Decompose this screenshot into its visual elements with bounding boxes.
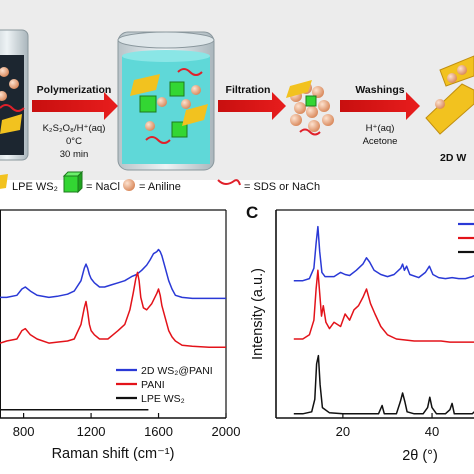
- filtered-product: [286, 80, 334, 136]
- scheme-background: [0, 0, 474, 180]
- xrd-series: [293, 225, 474, 415]
- xrd-series-line-1: [293, 269, 474, 343]
- synthesis-scheme: Polymerization K₂S₂O₈/H⁺(aq) 0°C 30 min: [0, 0, 474, 194]
- arrow-polymerization: Polymerization K₂S₂O₈/H⁺(aq) 0°C 30 min: [32, 84, 118, 160]
- raman-panel: 800 1200 1600 2000 Raman shift (cm⁻¹) 2D WS…: [0, 209, 241, 462]
- raman-legend-label-1: PANI: [141, 379, 165, 391]
- raman-x-tick-label-1: 1200: [77, 424, 106, 439]
- beaker-1: [0, 29, 29, 161]
- raman-legend-label-0: 2D WS₂@PANI: [141, 365, 213, 377]
- temperature-label: 0°C: [66, 136, 82, 147]
- panel-c-label: C: [246, 203, 258, 222]
- raman-series-line-0: [0, 248, 226, 300]
- polymerization-label: Polymerization: [37, 84, 112, 96]
- raman-series: [0, 248, 226, 411]
- surfactant-squiggle-icon: [217, 179, 241, 186]
- time-label: 30 min: [60, 149, 89, 160]
- xrd-legend: [458, 222, 474, 254]
- acetone-label: Acetone: [363, 136, 398, 147]
- raman-legend-label-2: LPE WS₂: [141, 393, 185, 405]
- xrd-y-axis-label: Intensity (a.u.): [250, 268, 266, 360]
- raman-x-axis-label: Raman shift (cm⁻¹): [52, 446, 175, 462]
- raman-series-line-1: [0, 271, 226, 349]
- scheme-legend: LPE WS₂ = NaCl = Aniline = SDS or NaCh: [0, 170, 320, 194]
- arrow-washings: Washings H⁺(aq) Acetone: [340, 84, 420, 147]
- legend-nacl-label: = NaCl: [86, 181, 120, 193]
- nacl-cube-icon: [139, 81, 188, 138]
- nacl-cube-icon: [62, 170, 84, 194]
- xrd-series-line-2: [293, 354, 474, 415]
- legend-ws2-label: LPE WS₂: [12, 181, 58, 193]
- xrd-panel: C 20 40 Intensity (a.u.) 2θ (°): [246, 203, 474, 464]
- raman-x-tick-label-2: 1600: [144, 424, 173, 439]
- washings-label: Washings: [355, 84, 404, 96]
- xrd-ticks: 20 40: [336, 413, 439, 439]
- raman-ticks: 800 1200 1600 2000: [13, 413, 241, 439]
- xrd-x-axis-label: 2θ (°): [402, 448, 438, 464]
- oxidant-label: K₂S₂O₈/H⁺(aq): [43, 123, 106, 134]
- beaker-2: [117, 31, 215, 171]
- aniline-sphere-icon: [123, 179, 135, 191]
- product-2d-ws2-pani: 2D W: [425, 55, 474, 164]
- raman-x-tick-label-0: 800: [13, 424, 35, 439]
- filtration-label: Filtration: [226, 84, 271, 96]
- xrd-x-tick-label-1: 40: [425, 424, 439, 439]
- legend-aniline-label: = Aniline: [139, 181, 181, 193]
- xrd-series-line-0: [293, 225, 474, 282]
- ws2-sheet-icon: [0, 174, 8, 189]
- raman-x-tick-label-3: 2000: [212, 424, 241, 439]
- acid-label: H⁺(aq): [366, 123, 395, 134]
- arrow-filtration: Filtration: [218, 84, 286, 120]
- raman-legend: 2D WS₂@PANI PANI LPE WS₂: [116, 365, 213, 405]
- legend-surfactant-label: = SDS or NaCh: [244, 181, 320, 193]
- product-label: 2D W: [440, 152, 466, 164]
- xrd-x-tick-label-0: 20: [336, 424, 350, 439]
